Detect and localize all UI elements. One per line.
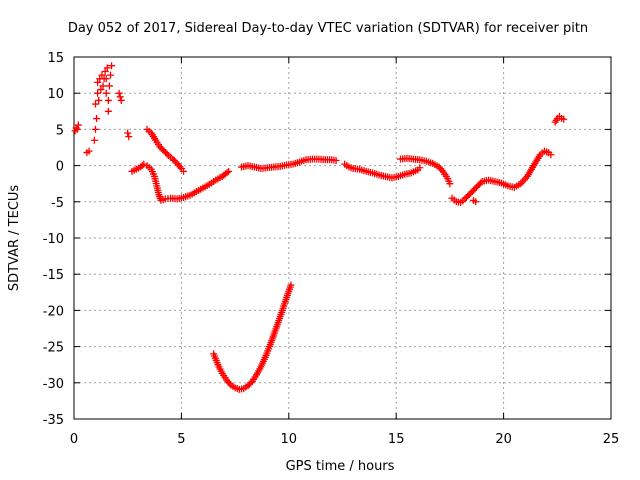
- data-point: [115, 89, 123, 97]
- series-trace-c: [238, 155, 340, 172]
- data-point: [85, 147, 93, 155]
- data-point: [105, 82, 113, 90]
- data-point: [140, 160, 148, 168]
- data-point: [104, 107, 112, 115]
- x-axis-label: GPS time / hours: [286, 459, 395, 474]
- data-point: [91, 125, 99, 133]
- data-point: [116, 93, 124, 101]
- data-point: [560, 115, 568, 123]
- data-point: [125, 133, 133, 141]
- data-point: [94, 89, 102, 97]
- data-point: [101, 67, 109, 75]
- data-point: [472, 198, 480, 206]
- data-point: [99, 82, 107, 90]
- series-trace-h: [551, 112, 568, 126]
- series-trace-d: [341, 160, 424, 182]
- data-point: [332, 157, 340, 165]
- data-point: [247, 379, 255, 387]
- y-tick-label: -35: [43, 413, 64, 428]
- data-point: [104, 96, 112, 104]
- data-point: [97, 86, 105, 94]
- data-point: [94, 78, 102, 86]
- axis-ticks: 0 5 10 15 20 25 15 10 5 0 -5 -10 -15 -20 -25 -30 -35: [43, 51, 620, 447]
- data-point: [91, 100, 99, 108]
- data-point: [98, 71, 106, 79]
- data-point: [287, 281, 295, 289]
- data-point: [103, 64, 111, 72]
- grid-lines: [74, 57, 611, 419]
- x-tick-label: 25: [603, 432, 620, 447]
- y-tick-label: -5: [51, 196, 64, 211]
- data-point: [225, 167, 233, 175]
- y-tick-label: -25: [43, 341, 64, 356]
- series-trace-b: [143, 125, 188, 175]
- data-point: [117, 96, 125, 104]
- y-tick-label: 15: [47, 51, 64, 66]
- data-point: [90, 136, 98, 144]
- series-trace-i: [210, 281, 295, 393]
- data-point: [102, 75, 110, 83]
- data-point: [102, 89, 110, 97]
- data-point: [477, 179, 485, 187]
- data-point: [108, 62, 116, 70]
- data-point: [547, 151, 555, 159]
- chart-title: Day 052 of 2017, Sidereal Day-to-day VTE…: [68, 21, 588, 36]
- data-point: [74, 121, 82, 129]
- y-axis-label: SDTVAR / TECUs: [7, 185, 22, 292]
- series-trace-a: [128, 160, 233, 204]
- x-tick-label: 5: [177, 432, 185, 447]
- data-point: [93, 115, 101, 123]
- x-tick-label: 20: [495, 432, 512, 447]
- series-early-scatter: [71, 62, 133, 157]
- data-point: [223, 169, 231, 177]
- data-point: [416, 164, 424, 172]
- data-point: [180, 167, 188, 175]
- data-point: [95, 96, 103, 104]
- data-point: [107, 71, 115, 79]
- series-trace-g: [470, 196, 480, 206]
- y-tick-label: -15: [43, 268, 64, 283]
- data-point: [124, 129, 132, 137]
- series-trace-e: [396, 154, 454, 188]
- series-trace-f: [448, 147, 555, 207]
- y-tick-label: 10: [47, 87, 64, 102]
- data-point: [446, 180, 454, 188]
- y-tick-label: -30: [43, 377, 64, 392]
- data-points: [71, 62, 568, 393]
- data-point: [163, 150, 171, 158]
- y-tick-label: 0: [56, 160, 64, 175]
- x-tick-label: 10: [281, 432, 298, 447]
- y-tick-label: -20: [43, 304, 64, 319]
- y-tick-label: -10: [43, 232, 64, 247]
- x-tick-label: 0: [70, 432, 78, 447]
- data-point: [73, 125, 81, 133]
- x-tick-label: 15: [388, 432, 405, 447]
- y-tick-label: 5: [56, 123, 64, 138]
